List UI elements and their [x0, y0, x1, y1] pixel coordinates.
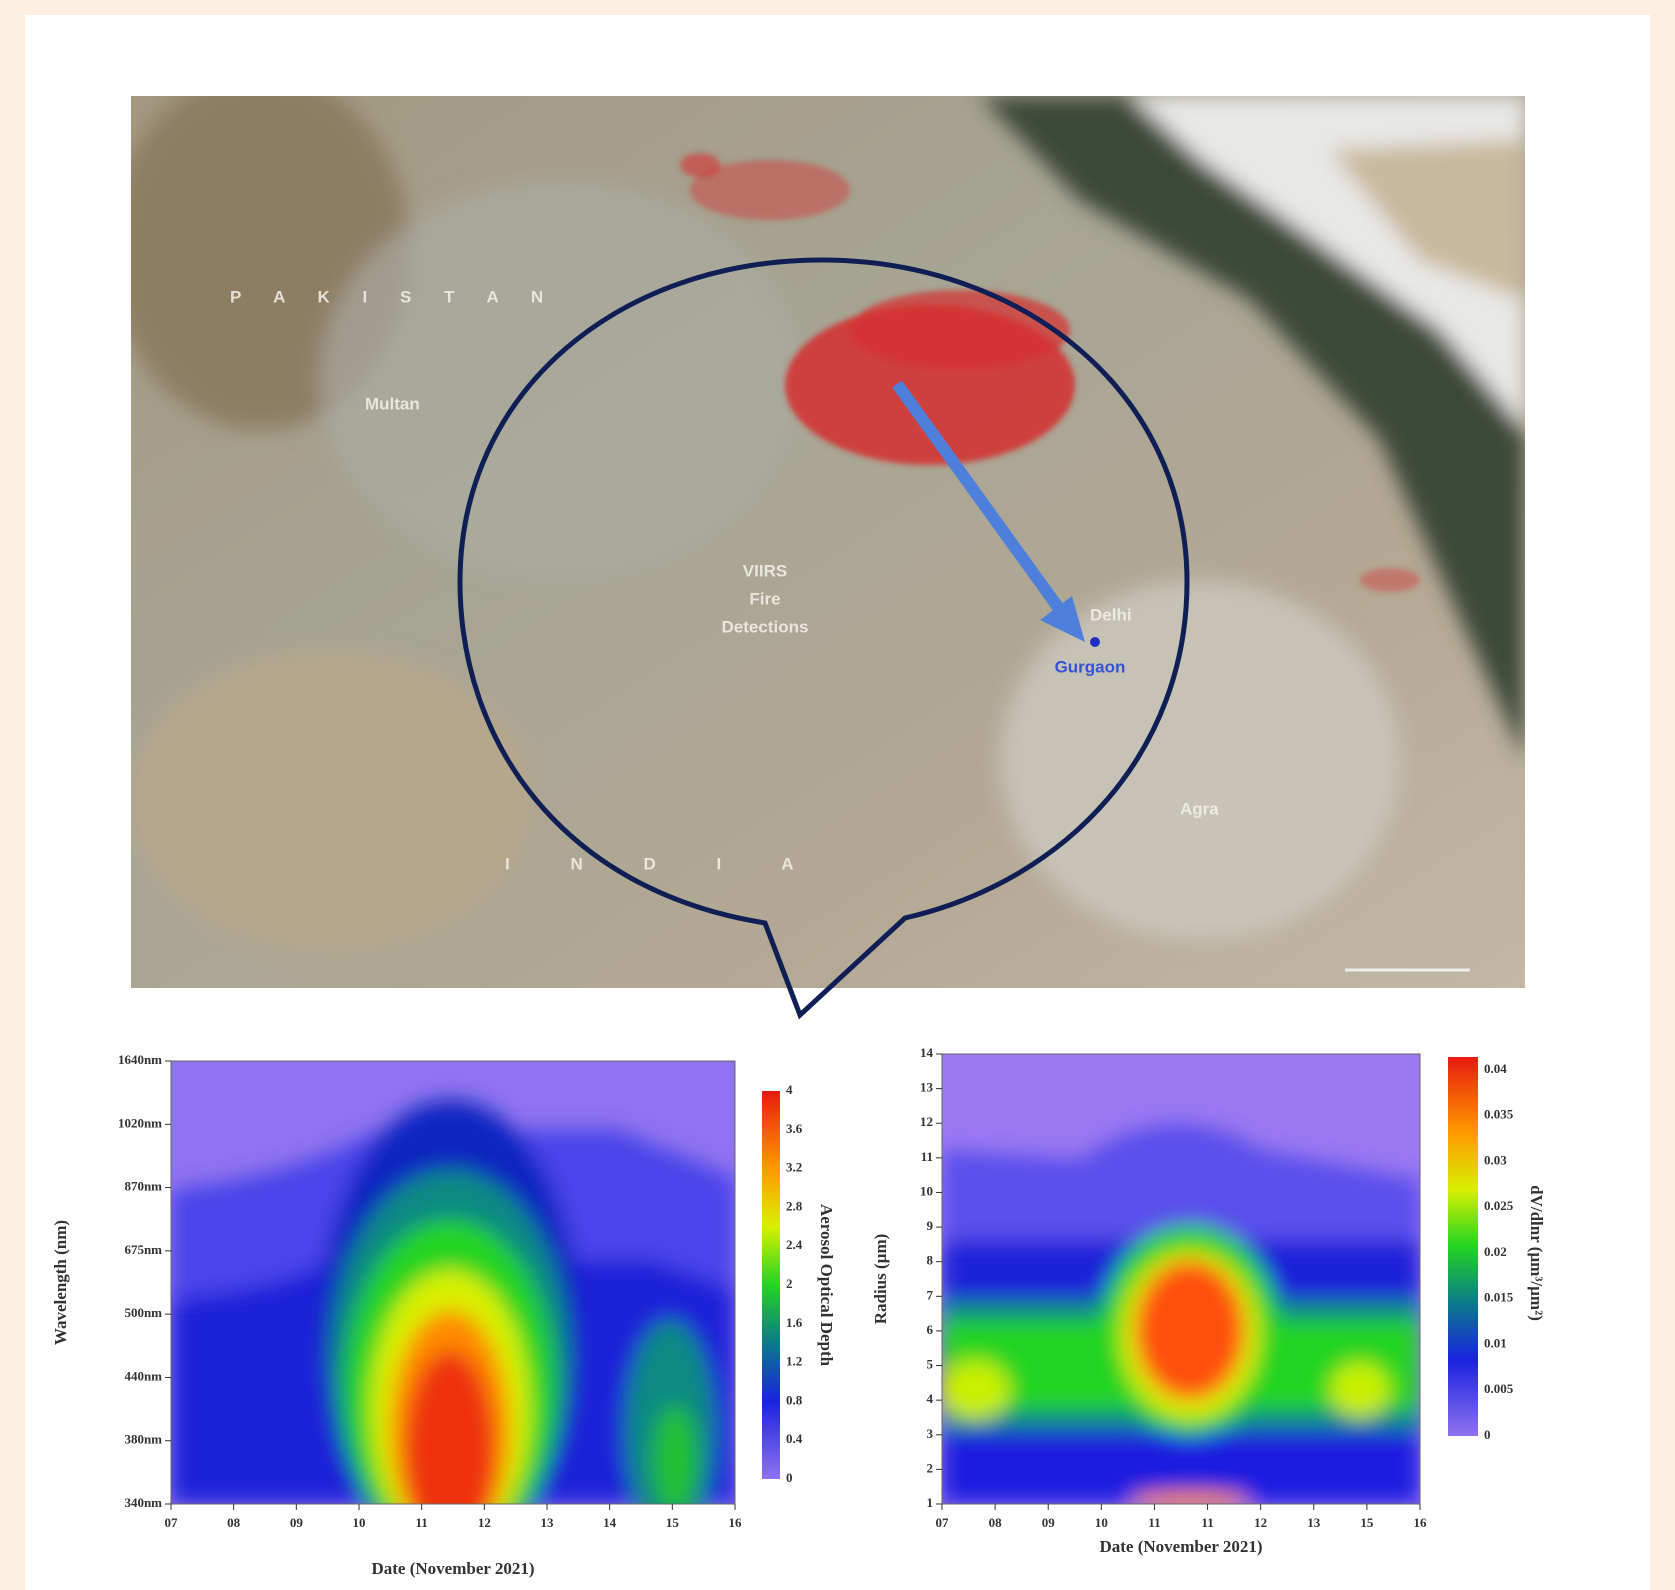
y-tick-label: 380nm: [124, 1432, 162, 1447]
x-tick-label: 07: [165, 1515, 179, 1530]
x-tick-label: 13: [541, 1515, 555, 1530]
x-tick-label: 15: [1360, 1515, 1374, 1530]
x-tick-label: 12: [1254, 1515, 1267, 1530]
colorbar-tick-label: 3.2: [786, 1160, 802, 1175]
colorbar-tick-label: 3.6: [786, 1121, 803, 1136]
colorbar-tick-label: 0: [786, 1470, 793, 1485]
colorbar-tick-label: 1.6: [786, 1315, 803, 1330]
y-tick-label: 1: [927, 1495, 934, 1510]
y-tick-label: 10: [920, 1183, 933, 1198]
y-tick-label: 440nm: [124, 1368, 162, 1383]
colorbar-tick-label: 0.01: [1484, 1335, 1507, 1350]
x-tick-label: 08: [989, 1515, 1003, 1530]
y-tick-label: 340nm: [124, 1495, 162, 1510]
colorbar-tick-label: 2.8: [786, 1198, 803, 1213]
y-tick-label: 11: [921, 1149, 933, 1164]
colorbar-tick-label: 0.015: [1484, 1290, 1514, 1305]
y-axis-label: Wavelength (nm): [51, 1220, 70, 1345]
y-tick-label: 4: [927, 1391, 934, 1406]
city-label: Delhi: [1090, 605, 1132, 624]
colorbar-tick-label: 0.03: [1484, 1152, 1507, 1167]
figure: P A K I S T A N I N D I A Multan Delhi G…: [0, 0, 1675, 1590]
x-tick-label: 11: [1148, 1515, 1160, 1530]
colorbar-tick-label: 0.025: [1484, 1198, 1514, 1213]
colorbar-tick-label: 2: [786, 1276, 793, 1291]
colorbar-tick-label: 4: [786, 1082, 793, 1097]
y-tick-label: 870nm: [124, 1179, 162, 1194]
x-axis-label: Date (November 2021): [371, 1559, 534, 1578]
fire-label: Fire: [749, 589, 780, 608]
x-tick-label: 15: [666, 1515, 680, 1530]
y-axis-label: Radius (µm): [871, 1234, 890, 1325]
x-tick-label: 12: [478, 1515, 491, 1530]
y-tick-label: 675nm: [124, 1242, 162, 1257]
x-tick-label: 08: [227, 1515, 241, 1530]
x-tick-label: 14: [603, 1515, 617, 1530]
x-tick-label: 11: [416, 1515, 428, 1530]
colorbar-label: dV/dlnr (µm³/µm²): [1527, 1185, 1546, 1321]
x-tick-label: 09: [290, 1515, 304, 1530]
colorbar: [1448, 1057, 1478, 1436]
site-marker: [1090, 637, 1100, 647]
colorbar-tick-label: 0.005: [1484, 1381, 1514, 1396]
fire-label: Detections: [722, 617, 809, 636]
colorbar-tick-label: 0.8: [786, 1392, 803, 1407]
y-tick-label: 2: [927, 1460, 934, 1475]
site-label: Gurgaon: [1055, 657, 1126, 676]
x-tick-label: 11: [1201, 1515, 1213, 1530]
x-tick-label: 10: [1095, 1515, 1108, 1530]
x-tick-label: 10: [353, 1515, 366, 1530]
size-distribution-contour: [940, 1054, 1420, 1508]
y-tick-label: 3: [927, 1426, 934, 1441]
colorbar-tick-label: 1.2: [786, 1354, 802, 1369]
city-label: Agra: [1180, 799, 1219, 818]
country-label: I N D I A: [505, 854, 822, 873]
page: P A K I S T A N I N D I A Multan Delhi G…: [0, 0, 1675, 1590]
x-tick-label: 13: [1307, 1515, 1321, 1530]
x-tick-label: 16: [1414, 1515, 1428, 1530]
y-tick-label: 7: [927, 1287, 934, 1302]
colorbar-tick-label: 0.4: [786, 1431, 803, 1446]
colorbar-tick-label: 0: [1484, 1427, 1491, 1442]
y-tick-label: 500nm: [124, 1305, 162, 1320]
y-tick-label: 6: [927, 1322, 934, 1337]
y-tick-label: 13: [920, 1080, 934, 1095]
colorbar-tick-label: 2.4: [786, 1237, 803, 1252]
aod-contour: [171, 1061, 735, 1560]
colorbar-label: Aerosol Optical Depth: [817, 1204, 836, 1367]
city-label: Multan: [365, 394, 420, 413]
x-tick-label: 07: [936, 1515, 950, 1530]
colorbar-tick-label: 0.04: [1484, 1061, 1507, 1076]
y-tick-label: 14: [920, 1045, 934, 1060]
y-tick-label: 5: [927, 1357, 934, 1372]
satellite-map: [110, 70, 1525, 988]
colorbar-tick-label: 0.035: [1484, 1107, 1514, 1122]
colorbar: [762, 1091, 780, 1479]
x-tick-label: 09: [1042, 1515, 1056, 1530]
y-tick-label: 8: [927, 1253, 934, 1268]
y-tick-label: 9: [927, 1218, 934, 1233]
x-tick-label: 16: [729, 1515, 743, 1530]
colorbar-tick-label: 0.02: [1484, 1244, 1507, 1259]
y-tick-label: 1640nm: [118, 1052, 162, 1067]
fire-label: VIIRS: [743, 561, 787, 580]
country-label: P A K I S T A N: [230, 287, 557, 306]
x-axis-label: Date (November 2021): [1099, 1537, 1262, 1556]
y-tick-label: 1020nm: [118, 1115, 162, 1130]
y-tick-label: 12: [920, 1114, 933, 1129]
